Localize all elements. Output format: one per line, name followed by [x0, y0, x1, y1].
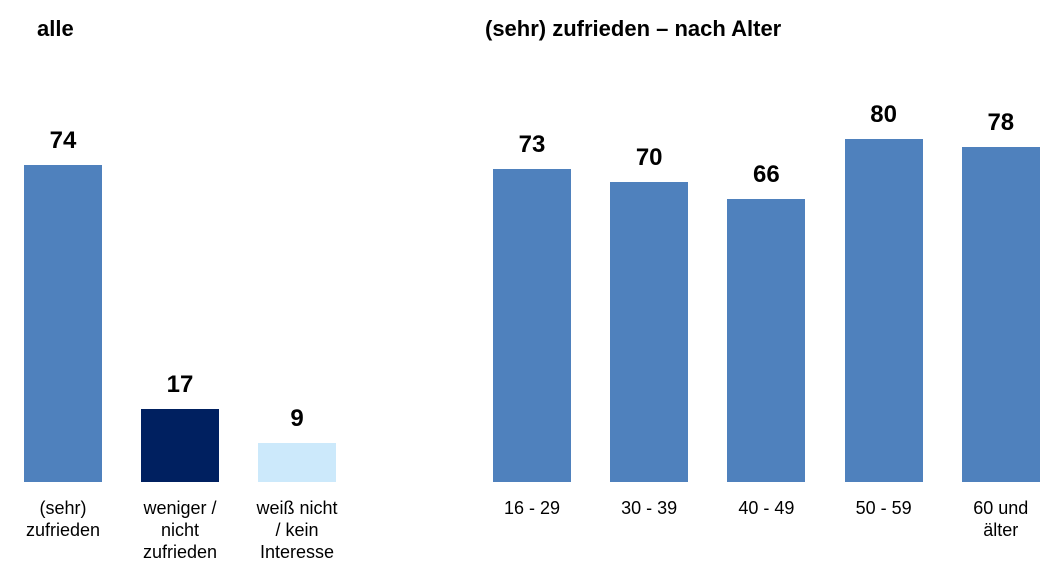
bar	[961, 147, 1040, 482]
x-tick-label: 50 - 59	[855, 498, 912, 518]
x-tick-label: (sehr) zufrieden	[25, 498, 101, 540]
x-tick-label: 40 - 49	[738, 498, 795, 518]
bar	[258, 443, 336, 482]
bar	[727, 198, 806, 482]
chart-title: alle	[37, 16, 74, 41]
chart-title: (sehr) zufrieden – nach Alter	[485, 16, 782, 41]
bar	[141, 409, 219, 482]
x-tick-label: 30 - 39	[621, 498, 678, 518]
bar	[493, 168, 571, 482]
x-tick-label: 16 - 29	[503, 498, 561, 518]
value-label: 74	[49, 126, 77, 154]
value-label: 17	[166, 371, 194, 399]
value-label: 70	[635, 143, 663, 171]
bar	[610, 181, 689, 482]
value-label: 78	[987, 109, 1015, 137]
bar	[844, 138, 923, 482]
bar	[24, 164, 102, 482]
x-tick-label: weiß nicht / kein Interesse	[256, 498, 338, 562]
value-label: 73	[518, 130, 546, 158]
value-label: 9	[290, 405, 304, 433]
x-tick-label: 60 und älter	[973, 498, 1029, 540]
x-tick-label: weniger / nicht zufrieden	[142, 498, 218, 562]
value-label: 66	[753, 160, 780, 188]
value-label: 80	[870, 100, 897, 128]
